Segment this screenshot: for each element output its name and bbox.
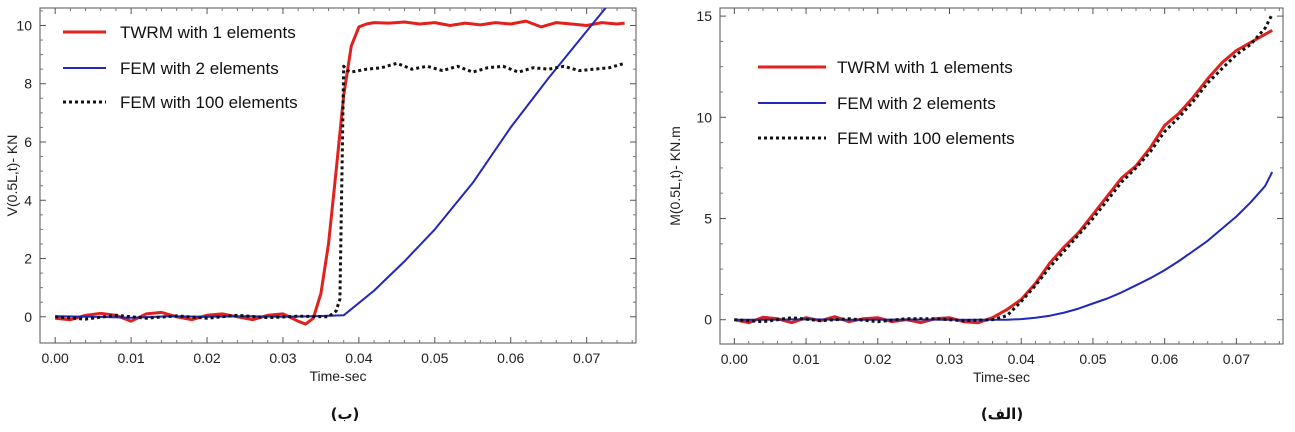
y-tick-label: 15 [696, 8, 712, 24]
x-tick-label: 0.05 [421, 350, 448, 366]
plot-frame [39, 7, 637, 344]
y-axis-label: M(0.5L,t)- KN.m [667, 126, 683, 226]
shear-force-chart: 0.00 0.01 0.02 0.03 0.04 0.05 0.06 0.07 0 2 4 6 8 10 T… [4, 7, 637, 423]
x-axis-label: Time-sec [973, 369, 1030, 385]
x-tick-label: 0.00 [42, 350, 69, 366]
panel-caption: (ب) [331, 405, 360, 423]
x-tick-label: 0.02 [193, 350, 220, 366]
x-tick-label: 0.01 [792, 351, 819, 367]
y-tick-label: 0 [704, 312, 712, 328]
series-line [55, 19, 625, 326]
x-tick-label: 0.04 [345, 350, 372, 366]
legend-label: TWRM with 1 elements [837, 58, 1013, 77]
x-tick-label: 0.02 [864, 351, 891, 367]
series-line [734, 171, 1274, 321]
series-group [733, 13, 1274, 325]
bending-moment-chart: 0.00 0.01 0.02 0.03 0.04 0.05 0.06 0.07 0 5 10 15 TW… [667, 7, 1284, 423]
legend-label: TWRM with 1 elements [120, 23, 296, 42]
series-group [55, 8, 626, 326]
y-tick-label: 6 [24, 134, 32, 150]
legend-label: FEM with 2 elements [120, 59, 279, 78]
x-tick-label: 0.04 [1008, 351, 1035, 367]
x-tick-label: 0.06 [497, 350, 524, 366]
x-tick-label: 0.03 [269, 350, 296, 366]
panel-caption: (الف) [981, 405, 1023, 423]
x-tick-label: 0.07 [1223, 351, 1250, 367]
plot-frame [719, 7, 1284, 345]
y-tick-label: 8 [24, 76, 32, 92]
y-tick-label: 2 [24, 251, 32, 267]
y-tick-label: 0 [24, 309, 32, 325]
y-axis-label: V(0.5L,t)- KN [4, 135, 20, 217]
x-axis-label: Time-sec [309, 368, 366, 384]
series-line [55, 8, 607, 319]
legend-label: FEM with 100 elements [120, 93, 298, 112]
x-tick-label: 0.07 [573, 350, 600, 366]
legend-label: FEM with 2 elements [837, 94, 996, 113]
x-tick-label: 0.06 [1151, 351, 1178, 367]
y-tick-label: 4 [24, 192, 32, 208]
series-line [734, 13, 1274, 324]
y-tick-label: 5 [704, 211, 712, 227]
y-tick-label: 10 [696, 109, 712, 125]
x-tick-label: 0.03 [936, 351, 963, 367]
legend-label: FEM with 100 elements [837, 129, 1015, 148]
x-tick-label: 0.01 [117, 350, 144, 366]
series-line [55, 61, 626, 321]
x-tick-label: 0.05 [1079, 351, 1106, 367]
x-tick-label: 0.00 [721, 351, 748, 367]
y-tick-label: 10 [16, 17, 32, 33]
